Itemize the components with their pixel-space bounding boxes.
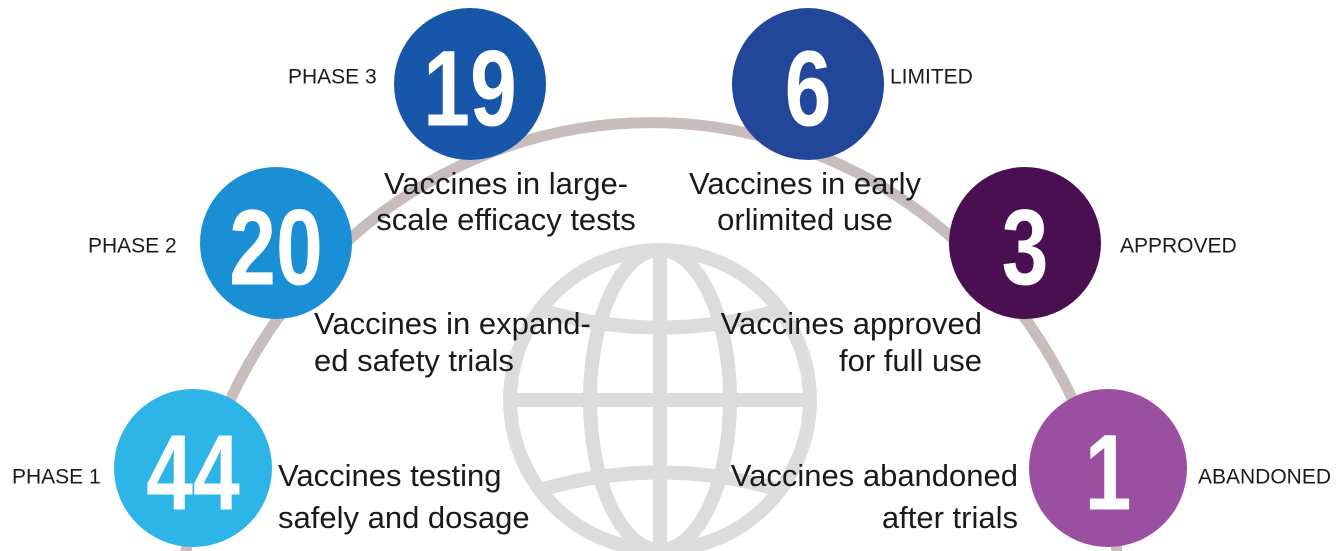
stage-label: LIMITED: [890, 66, 973, 89]
stage-description: scale efficacy tests: [376, 202, 636, 237]
stage-description: Vaccines approved: [721, 306, 982, 341]
stage-description: safely and dosage: [278, 500, 530, 535]
stage-count: 1: [1085, 411, 1132, 533]
stage-description: orlimited use: [717, 202, 893, 237]
stage: 44 PHASE 1 Vaccines testing safely and dosa…: [12, 389, 530, 547]
stage-label: APPROVED: [1120, 235, 1237, 258]
stage-description: for full use: [839, 343, 982, 378]
stage-circle: [200, 167, 352, 319]
stage-description: Vaccines in expand-: [314, 306, 591, 341]
stage-description: after trials: [882, 500, 1018, 535]
stage-description: Vaccines testing: [278, 458, 501, 493]
stage-description: Vaccines abandoned: [731, 458, 1018, 493]
stage-circle: [114, 389, 272, 547]
stage-circle: [1029, 389, 1187, 547]
stage: 1 ABANDONED Vaccines abandoned after trials: [731, 389, 1331, 547]
stage-circle: [732, 8, 884, 160]
stage-description: Vaccines in early: [689, 166, 922, 201]
stage-label: PHASE 3: [288, 66, 377, 89]
stage-circle: [394, 8, 546, 160]
stage-count: 19: [423, 27, 517, 149]
stage-label: ABANDONED: [1198, 466, 1331, 489]
stage-description: Vaccines in large-: [384, 166, 628, 201]
stage-count: 20: [229, 186, 323, 308]
stage-count: 44: [146, 411, 240, 533]
stage-count: 6: [785, 27, 832, 149]
stage-count: 3: [1002, 186, 1049, 308]
globe: [503, 243, 817, 551]
stage-description: ed safety trials: [314, 343, 514, 378]
stage-circle: [949, 167, 1101, 319]
stage-label: PHASE 2: [88, 235, 177, 258]
stage: 20 PHASE 2 Vaccines in expand-ed safety tr…: [88, 167, 591, 378]
stage: 19 PHASE 3 Vaccines in large-scale efficac…: [288, 8, 636, 237]
stage-label: PHASE 1: [12, 466, 101, 489]
progress-arc: [180, 117, 1123, 551]
